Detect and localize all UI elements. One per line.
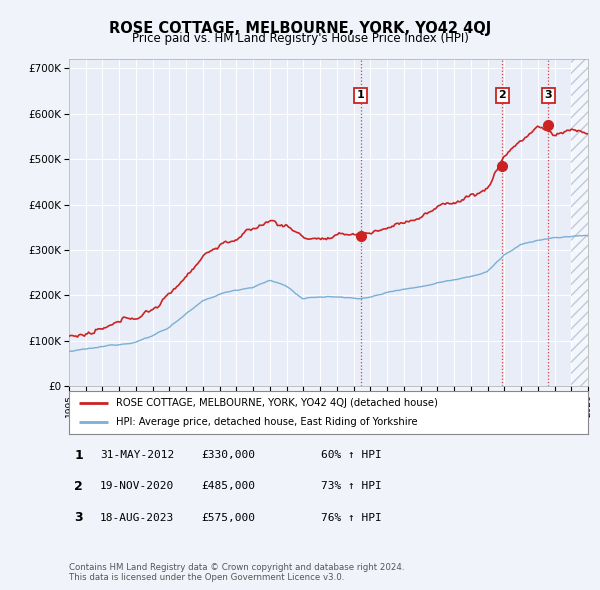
Text: 19-NOV-2020: 19-NOV-2020 bbox=[100, 481, 175, 491]
Bar bbox=[571, 59, 596, 386]
Text: Price paid vs. HM Land Registry's House Price Index (HPI): Price paid vs. HM Land Registry's House … bbox=[131, 32, 469, 45]
Text: Contains HM Land Registry data © Crown copyright and database right 2024.
This d: Contains HM Land Registry data © Crown c… bbox=[69, 563, 404, 582]
Text: 3: 3 bbox=[545, 90, 552, 100]
Text: 2: 2 bbox=[499, 90, 506, 100]
Text: 2: 2 bbox=[74, 480, 83, 493]
Text: 31-MAY-2012: 31-MAY-2012 bbox=[100, 450, 175, 460]
Text: HPI: Average price, detached house, East Riding of Yorkshire: HPI: Average price, detached house, East… bbox=[116, 417, 418, 427]
Text: ROSE COTTAGE, MELBOURNE, YORK, YO42 4QJ (detached house): ROSE COTTAGE, MELBOURNE, YORK, YO42 4QJ … bbox=[116, 398, 437, 408]
Text: 73% ↑ HPI: 73% ↑ HPI bbox=[321, 481, 382, 491]
Text: 3: 3 bbox=[74, 511, 83, 525]
Text: £330,000: £330,000 bbox=[201, 450, 255, 460]
Text: 1: 1 bbox=[74, 448, 83, 462]
Text: £575,000: £575,000 bbox=[201, 513, 255, 523]
Text: 18-AUG-2023: 18-AUG-2023 bbox=[100, 513, 175, 523]
Text: 76% ↑ HPI: 76% ↑ HPI bbox=[321, 513, 382, 523]
Text: ROSE COTTAGE, MELBOURNE, YORK, YO42 4QJ: ROSE COTTAGE, MELBOURNE, YORK, YO42 4QJ bbox=[109, 21, 491, 35]
Text: 60% ↑ HPI: 60% ↑ HPI bbox=[321, 450, 382, 460]
Text: £485,000: £485,000 bbox=[201, 481, 255, 491]
Text: 1: 1 bbox=[357, 90, 365, 100]
